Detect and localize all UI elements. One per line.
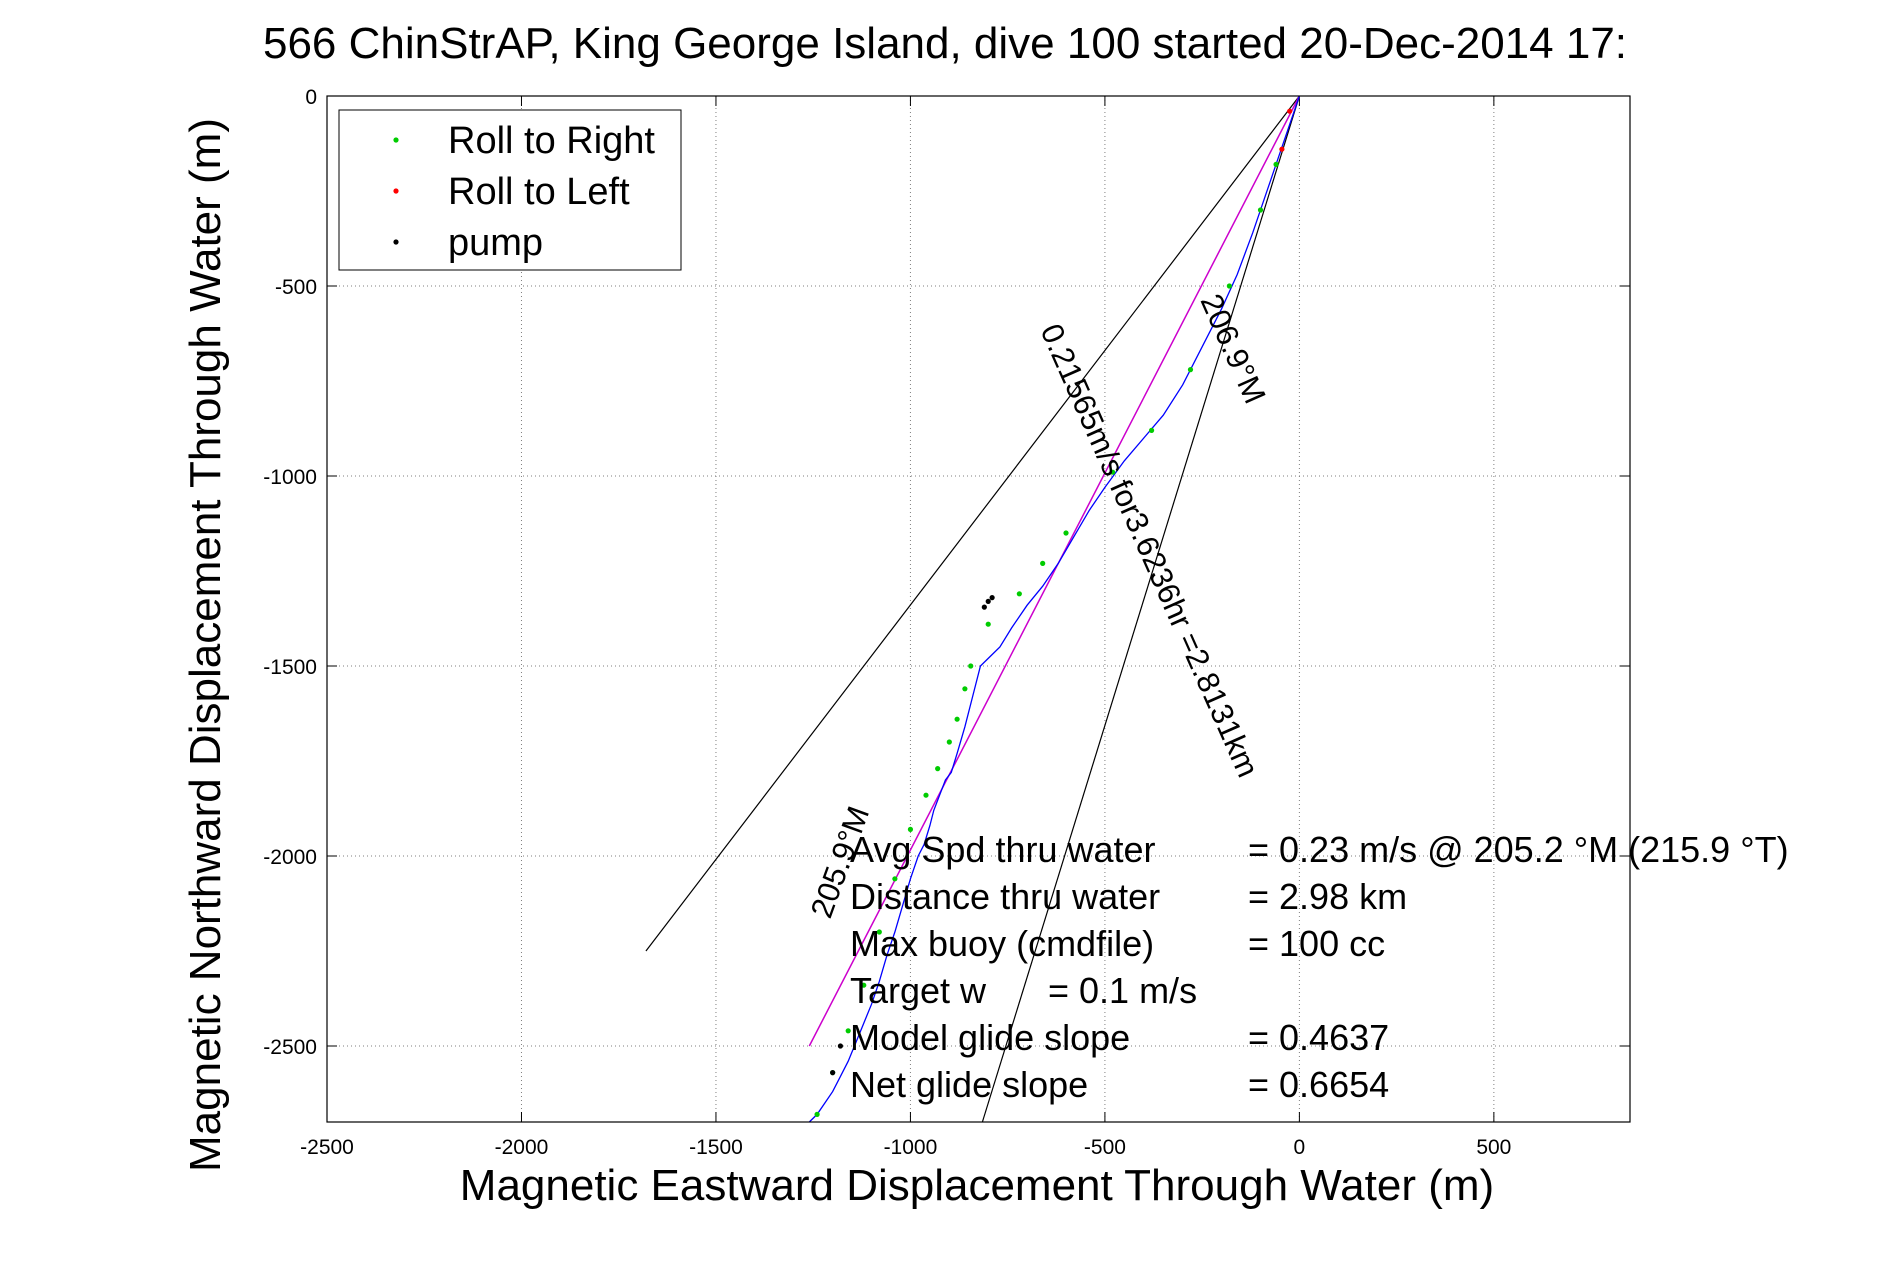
x-tick-label: 0 [1294, 1136, 1306, 1159]
pump-point [830, 1070, 836, 1076]
y-tick-label: -1000 [263, 466, 317, 489]
roll-right-point [1063, 530, 1069, 536]
annotation-label: 206.9°M [1194, 289, 1273, 409]
roll-right-point [845, 1028, 851, 1034]
pump-point [837, 1043, 844, 1049]
legend-marker [393, 137, 399, 143]
stats-block: Avg Spd thru water = 0.23 m/s @ 205.2 °M … [850, 829, 1789, 1105]
x-tick-label: -2500 [300, 1136, 354, 1159]
roll-right-point [1016, 591, 1022, 597]
stat-label: Target w [850, 970, 987, 1011]
stat-value: = 0.23 m/s @ 205.2 °M (215.9 °T) [1248, 829, 1789, 870]
roll-right-point [954, 716, 960, 722]
roll-right-point [1110, 469, 1116, 475]
legend-label: Roll to Right [448, 120, 655, 162]
x-tick-label: -1000 [884, 1136, 938, 1159]
roll-right-point [962, 686, 968, 692]
stat-value: = 0.6654 [1248, 1064, 1389, 1105]
stat-value: = 0.1 m/s [1048, 970, 1197, 1011]
roll-right-point [946, 739, 952, 745]
roll-right-point [985, 621, 991, 627]
y-tick-label: -500 [275, 276, 317, 299]
roll-left-point [1279, 146, 1285, 152]
legend-label: Roll to Left [448, 171, 630, 213]
track-line [808, 95, 1301, 1123]
legend-marker [393, 239, 399, 245]
roll-right-point [892, 876, 898, 882]
stat-label: Distance thru water [850, 876, 1160, 917]
glide-slope-line [808, 95, 1301, 1047]
stat-value: = 2.98 km [1248, 876, 1407, 917]
roll-right-point [876, 929, 882, 935]
stat-label: Max buoy (cmdfile) [850, 923, 1154, 964]
x-tick-label: 500 [1476, 1136, 1511, 1159]
roll-right-point [935, 766, 941, 772]
annotations: 206.9°M0.21565m/s for3.6236hr =2.8131km2… [804, 289, 1273, 923]
axes-frame [326, 95, 1631, 1123]
y-tick-label: 0 [305, 86, 317, 109]
x-tick-label: -2000 [495, 1136, 549, 1159]
roll-right-point [1187, 367, 1194, 373]
x-tick-label: -1500 [689, 1136, 743, 1159]
data-series [645, 95, 1301, 1123]
bearing-line [981, 95, 1300, 1123]
roll-right-point [907, 826, 914, 833]
y-tick-label: -1500 [263, 656, 317, 679]
y-axis-label: Magnetic Northward Displacement Through … [181, 118, 230, 1172]
roll-right-point [1273, 161, 1279, 167]
annotation-label: 0.21565m/s for3.6236hr =2.8131km [1034, 319, 1266, 783]
roll-right-point [1226, 283, 1232, 289]
roll-right-point [814, 1111, 820, 1117]
stat-label: Avg Spd thru water [850, 829, 1156, 870]
stat-value: = 0.4637 [1248, 1017, 1389, 1058]
legend-label: pump [448, 222, 543, 264]
legend: Roll to Right Roll to Left pump [338, 109, 682, 271]
roll-right-point [1148, 427, 1155, 433]
stat-label: Model glide slope [850, 1017, 1130, 1058]
roll-right-point [968, 663, 974, 669]
y-tick-label: -2000 [263, 846, 317, 869]
chart-title: 566 ChinStrAP, King George Island, dive … [263, 19, 1627, 68]
roll-right-point [1257, 207, 1264, 213]
roll-right-point [923, 792, 929, 798]
bearing-line [645, 95, 1300, 952]
legend-marker [393, 188, 399, 194]
roll-left-point [1287, 108, 1293, 114]
x-axis-label: Magnetic Eastward Displacement Through W… [460, 1161, 1494, 1210]
roll-right-point [1040, 560, 1046, 567]
x-tick-label: -500 [1084, 1136, 1126, 1159]
roll-right-point [861, 982, 867, 988]
y-tick-label: -2500 [263, 1036, 317, 1059]
stat-value: = 100 cc [1248, 923, 1385, 964]
stat-label: Net glide slope [850, 1064, 1088, 1105]
pump-point [989, 595, 995, 601]
pump-point [981, 604, 987, 610]
axis-ticks: -2500 -2000 -1500 -1000 -500 0 500 0 -500 -1000 -1… [263, 86, 1630, 1159]
pump-point [985, 598, 991, 605]
